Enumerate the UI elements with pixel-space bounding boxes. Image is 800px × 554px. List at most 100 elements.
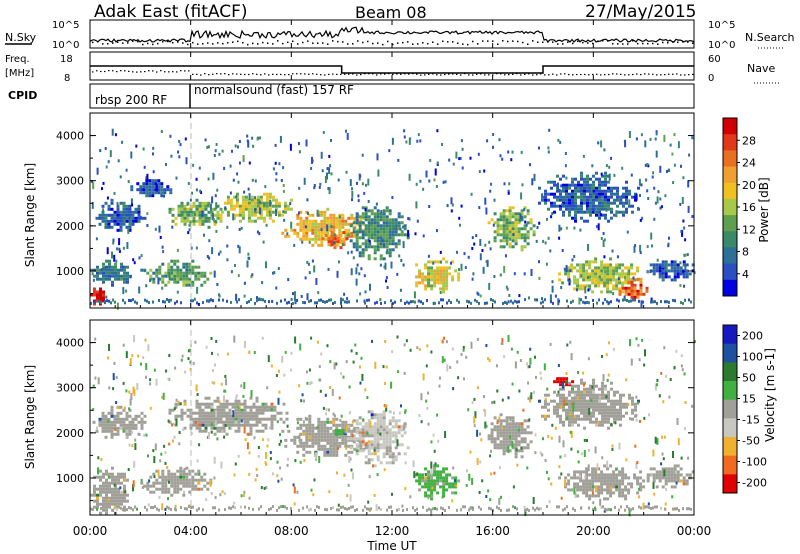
nave-dot: [544, 74, 546, 76]
nave-dot: [384, 73, 386, 75]
nave-dot: [540, 73, 542, 75]
nave-dot: [380, 73, 382, 75]
noise-search-label: N.Search: [745, 31, 795, 44]
beam-label: Beam 08: [355, 3, 427, 22]
noise-search-dot: [562, 43, 564, 45]
nave-dot: [300, 73, 302, 75]
nave-dot: [160, 70, 162, 72]
nave-dot: [188, 70, 190, 72]
velocity-echo-region: [558, 464, 646, 501]
noise-search-dot: [422, 42, 424, 44]
nave-dot: [164, 71, 166, 73]
nave-dot: [600, 74, 602, 76]
noise-search-dot: [402, 41, 404, 44]
nave-dot: [192, 73, 194, 75]
noise-search-dot: [622, 43, 624, 45]
power-y-ticks: 1000 2000 3000 4000: [56, 130, 694, 295]
noise-search-dot: [267, 42, 269, 45]
noise-search-dot: [567, 41, 569, 43]
nave-dot: [652, 73, 654, 75]
noise-search-dot: [172, 41, 174, 44]
nave-dot: [288, 74, 290, 76]
noise-search-dot: [617, 43, 619, 45]
noise-search-dot: [502, 40, 504, 42]
colorbar-tick-label: 100: [742, 351, 763, 364]
y-tick-label: 3000: [56, 175, 84, 188]
noise-search-dot: [627, 43, 629, 45]
colorbar-swatch: [723, 247, 737, 265]
velocity-ylabel: Slant Range [km]: [23, 365, 37, 469]
nave-dot: [292, 73, 294, 75]
nave-dot: [412, 73, 414, 75]
power-colorbar-label: Power [dB]: [757, 177, 771, 242]
noise-search-dot: [607, 40, 609, 42]
power-echo-region: [538, 171, 640, 223]
nave-dot: [264, 73, 266, 75]
nave-dot: [688, 74, 690, 76]
nave-dot: [372, 73, 374, 75]
power-colorbar: 4 8 12 16 20 24 28: [722, 117, 756, 297]
nave-dot: [604, 74, 606, 76]
nave-dot: [312, 73, 314, 75]
nave-dot: [124, 70, 126, 72]
nave-dot: [396, 73, 398, 75]
colorbar-swatch: [723, 166, 737, 184]
nave-dot: [132, 71, 134, 73]
nave-dot: [408, 73, 410, 75]
noise-search-dot: [167, 40, 169, 43]
nave-dot: [632, 73, 634, 76]
nave-dot: [448, 73, 450, 75]
colorbar-swatch: [723, 150, 737, 168]
colorbar-tick-label: -50: [742, 435, 760, 448]
nave-dot: [344, 73, 346, 75]
nave-dot: [128, 70, 130, 72]
x-tick-label: 00:00: [73, 524, 108, 538]
cpid-mode-2: normalsound (fast) 157 RF: [194, 83, 354, 97]
y-tick-label: 4000: [56, 337, 84, 350]
nave-dot: [476, 73, 478, 75]
nave-dot: [404, 73, 406, 75]
noise-sky-line: [89, 26, 695, 43]
y-tick-label: 1000: [56, 265, 84, 278]
nave-dot: [496, 73, 498, 75]
noise-search-dot: [572, 42, 574, 45]
freq-label: Freq.: [5, 54, 30, 65]
power-echo-region: [618, 277, 649, 299]
noise-search-dot: [92, 41, 94, 44]
noise-search-dot: [377, 42, 379, 44]
colorbar-swatch: [723, 399, 737, 419]
freq-tick-high: 18: [60, 54, 73, 65]
power-ylabel: Slant Range [km]: [23, 163, 37, 267]
noise-search-dot: [357, 40, 359, 42]
x-tick-label: 20:00: [576, 524, 611, 538]
noise-search-dot: [197, 43, 199, 45]
nave-dot: [536, 74, 538, 76]
nave-dot: [272, 73, 274, 75]
colorbar-tick-label: 12: [742, 223, 756, 236]
y-tick-label: 4000: [56, 130, 84, 143]
noise-search-dot: [532, 40, 534, 42]
noise-search-dot: [112, 42, 114, 44]
noise-search-dot: [217, 42, 219, 44]
noise-search-dot: [487, 40, 489, 42]
velocity-echo-region: [140, 466, 213, 497]
noise-search-dot: [252, 42, 254, 45]
colorbar-swatch: [723, 263, 737, 281]
nave-dot: [572, 74, 574, 76]
nave-dot: [648, 73, 650, 75]
nave-dot: [664, 74, 666, 76]
colorbar-tick-label: 20: [742, 179, 756, 192]
noise-search-dot: [527, 43, 529, 46]
time-axis-ticks: 00:00 04:00 08:00 12:00 16:00 20:00 00:00: [73, 20, 711, 538]
freq-unit-label: [MHz]: [5, 68, 34, 79]
nave-dot: [356, 74, 358, 76]
nave-dot: [468, 74, 470, 76]
nave-dot: [140, 71, 142, 73]
nave-dot: [608, 73, 610, 76]
nave-dot: [628, 74, 630, 76]
nave-label: Nave: [747, 62, 775, 75]
nave-dot: [176, 71, 178, 73]
nave-dot: [284, 74, 286, 76]
nave-dot: [512, 73, 514, 75]
noise-search-dot: [662, 41, 664, 44]
